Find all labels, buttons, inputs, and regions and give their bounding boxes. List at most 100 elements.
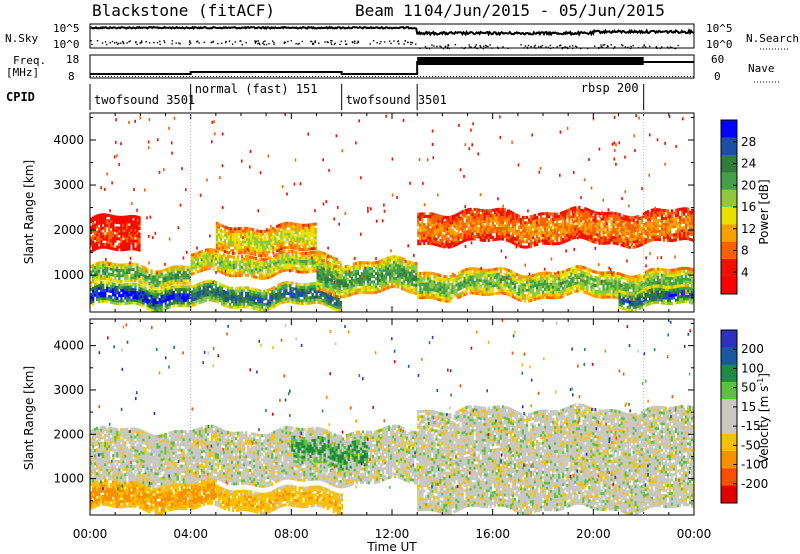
heatmap-cell xyxy=(608,273,611,277)
heatmap-cell xyxy=(172,268,175,272)
heatmap-cell xyxy=(96,222,99,226)
heatmap-cell xyxy=(251,261,254,265)
heatmap-cell xyxy=(196,257,200,260)
heatmap-cell xyxy=(92,227,95,231)
heatmap-cell xyxy=(112,236,115,240)
heatmap-cell xyxy=(465,273,468,277)
heatmap-cell xyxy=(160,308,163,312)
heatmap-cell xyxy=(168,280,171,284)
heatmap-cell xyxy=(98,230,101,233)
heatmap-cell xyxy=(257,262,260,266)
heatmap-cell xyxy=(284,221,287,225)
heatmap-cell xyxy=(461,280,464,284)
heatmap-cell xyxy=(122,215,125,219)
heatmap-cell xyxy=(598,271,601,275)
heatmap-cell xyxy=(92,266,95,270)
heatmap-cell xyxy=(214,280,218,284)
heatmap-cell xyxy=(354,261,358,265)
heatmap-cell xyxy=(263,294,266,298)
heatmap-cell xyxy=(294,222,297,226)
heatmap-cell xyxy=(354,280,358,284)
heatmap-cell xyxy=(276,241,279,244)
heatmap-cell xyxy=(527,293,531,297)
heatmap-cell xyxy=(378,289,382,293)
heatmap-cell xyxy=(154,306,157,310)
heatmap-cell xyxy=(592,288,595,292)
heatmap-cell xyxy=(232,274,236,278)
heatmap-cell xyxy=(362,277,366,281)
heatmap-cell xyxy=(239,294,242,298)
heatmap-cell xyxy=(286,237,289,241)
heatmap-cell xyxy=(354,291,358,295)
heatmap-cell xyxy=(317,298,320,302)
heatmap-cell xyxy=(188,304,192,308)
heatmap-cell xyxy=(443,226,446,230)
heatmap-cell xyxy=(680,275,684,279)
heatmap-cell xyxy=(204,282,208,286)
heatmap-cell xyxy=(676,281,680,285)
heatmap-cell xyxy=(499,267,503,271)
heatmap-cell xyxy=(447,278,450,282)
heatmap-cell xyxy=(376,268,380,272)
heatmap-cell xyxy=(473,288,476,292)
heatmap-cell xyxy=(425,274,428,278)
heatmap-cell xyxy=(280,239,283,243)
heatmap-cell xyxy=(120,263,123,267)
heatmap-cell xyxy=(206,259,210,263)
heatmap-cell xyxy=(212,248,216,252)
heatmap-cell xyxy=(296,244,299,248)
nave-dot xyxy=(636,76,637,77)
heatmap-cell xyxy=(118,279,121,283)
heatmap-cell xyxy=(540,280,543,283)
heatmap-cell xyxy=(256,240,259,244)
heatmap-cell xyxy=(370,264,374,268)
heatmap-cell xyxy=(130,225,133,229)
heatmap-cell xyxy=(112,298,115,302)
heatmap-cell xyxy=(590,277,593,281)
freq-right-tick-bottom: 0 xyxy=(714,70,721,83)
heatmap-cell xyxy=(586,275,589,279)
heatmap-cell xyxy=(216,255,220,259)
heatmap-cell xyxy=(439,214,442,218)
heatmap-cell xyxy=(570,272,573,276)
heatmap-cell xyxy=(451,244,454,248)
heatmap-cell xyxy=(356,280,360,284)
heatmap-cell xyxy=(417,291,420,294)
nave-dot xyxy=(606,76,607,77)
heatmap-cell xyxy=(299,251,302,255)
heatmap-cell xyxy=(190,290,194,294)
heatmap-cell xyxy=(108,235,111,239)
heatmap-cell xyxy=(451,282,454,286)
heatmap-cell xyxy=(150,269,153,273)
heatmap-cell xyxy=(372,291,376,295)
heatmap-cell xyxy=(427,293,430,297)
heatmap-cell xyxy=(407,281,410,285)
heatmap-cell xyxy=(580,287,583,290)
heatmap-cell xyxy=(302,237,305,241)
heatmap-cell xyxy=(366,280,370,284)
heatmap-cell xyxy=(196,283,200,287)
heatmap-cell xyxy=(263,266,266,270)
heatmap-cell xyxy=(100,245,103,249)
heatmap-cell xyxy=(284,230,287,233)
heatmap-cell xyxy=(220,297,224,301)
heatmap-cell xyxy=(556,293,559,297)
heatmap-cell xyxy=(582,271,585,275)
heatmap-cell xyxy=(465,208,468,212)
heatmap-cell xyxy=(116,285,119,289)
heatmap-cell xyxy=(417,293,420,297)
heatmap-cell xyxy=(336,292,339,296)
heatmap-cell xyxy=(640,280,643,284)
heatmap-cell xyxy=(451,239,454,243)
nsearch-dot xyxy=(524,45,527,47)
heatmap-cell xyxy=(204,291,208,294)
heatmap-cell xyxy=(324,276,327,280)
heatmap-cell xyxy=(291,269,294,272)
heatmap-cell xyxy=(130,233,133,237)
nsearch-dot xyxy=(627,46,629,49)
heatmap-cell xyxy=(317,295,320,299)
heatmap-cell xyxy=(344,292,348,296)
heatmap-cell xyxy=(138,302,141,306)
heatmap-cell xyxy=(122,232,125,235)
heatmap-cell xyxy=(280,247,283,251)
